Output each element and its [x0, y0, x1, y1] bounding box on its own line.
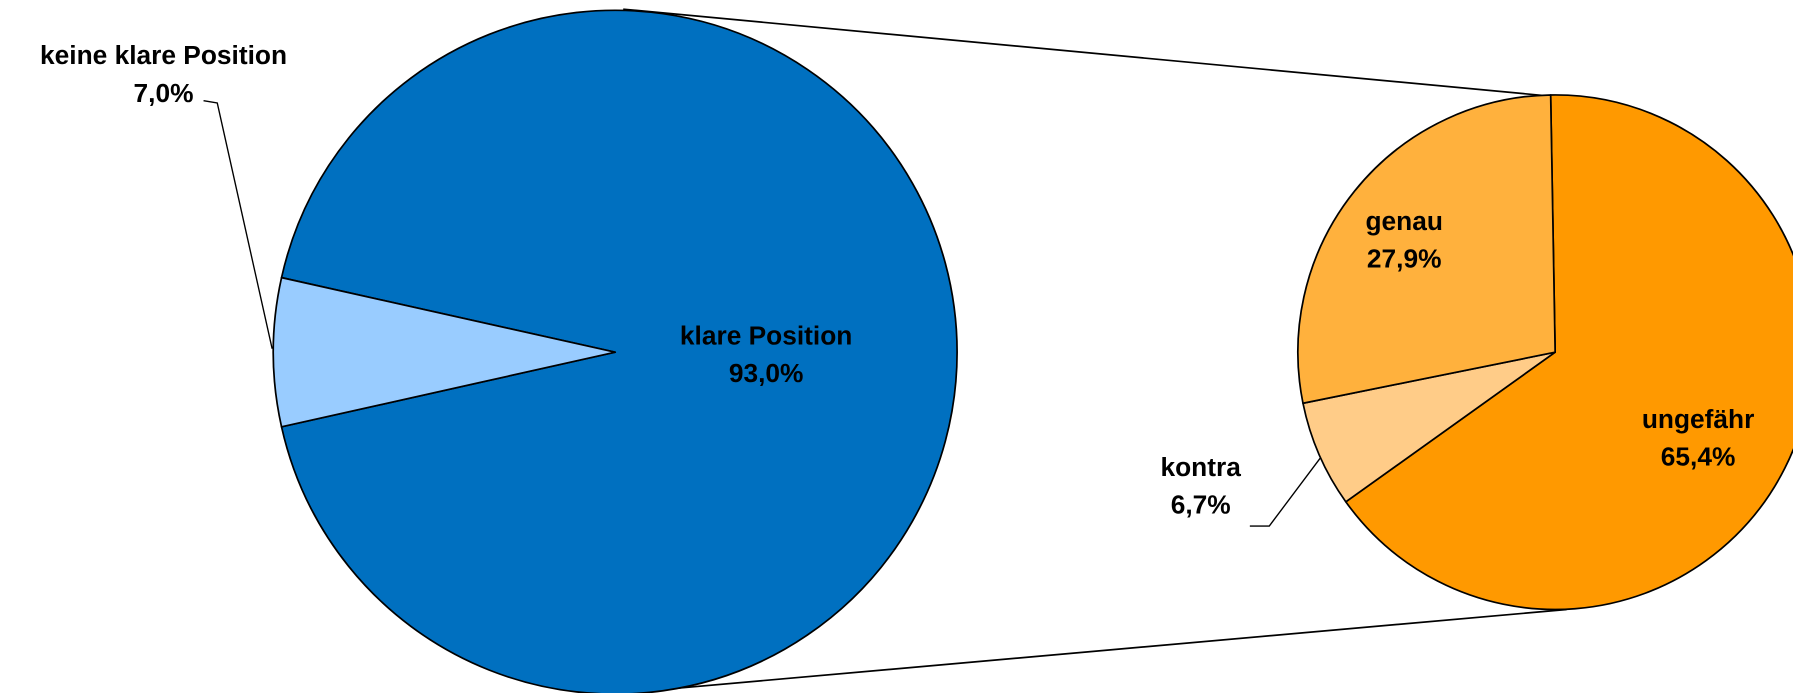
value-label: 6,7%	[1171, 490, 1231, 520]
value-label: 65,4%	[1661, 442, 1736, 472]
slice-label: genau	[1365, 206, 1442, 236]
value-label: 27,9%	[1367, 244, 1442, 274]
pie-slice	[1344, 94, 1793, 611]
slice-label: klare Position	[680, 320, 852, 350]
slice-label: keine klare Position	[40, 40, 287, 70]
leader-line	[1249, 457, 1322, 527]
value-label: 93,0%	[729, 358, 804, 388]
pie-slice	[280, 9, 958, 693]
value-label: 7,0%	[134, 78, 194, 108]
connector-line	[623, 8, 1550, 97]
pie-slice	[1302, 351, 1557, 503]
slice-label: kontra	[1160, 452, 1241, 482]
connector-line	[623, 608, 1567, 693]
pie-slice	[1297, 94, 1557, 405]
pie-slice	[272, 276, 617, 428]
slice-label: ungefähr	[1642, 404, 1755, 434]
leader-line	[203, 99, 273, 349]
